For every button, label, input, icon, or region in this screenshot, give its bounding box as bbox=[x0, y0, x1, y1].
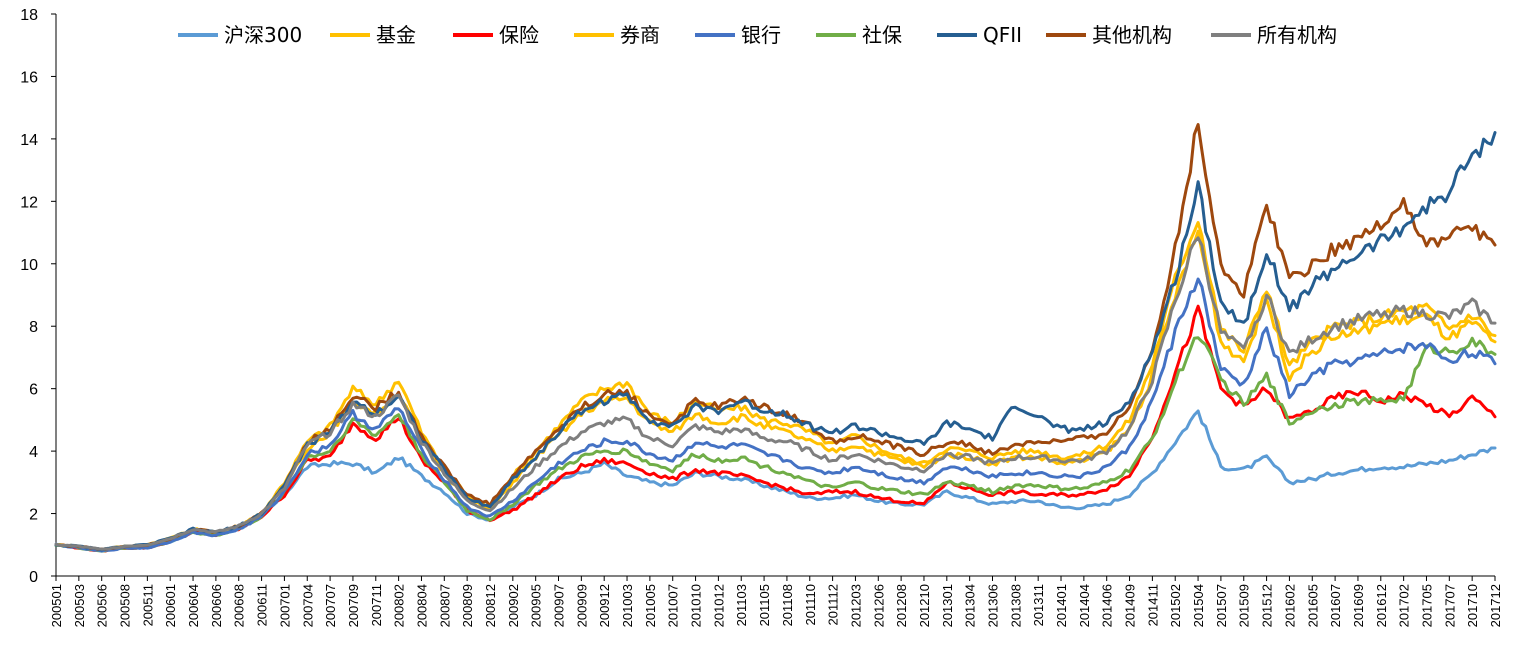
x-tick-label: 200711 bbox=[369, 584, 384, 626]
y-tick-label: 8 bbox=[29, 319, 38, 336]
legend-label: 社保 bbox=[862, 23, 902, 47]
legend-label: 所有机构 bbox=[1257, 23, 1337, 47]
series-line-1 bbox=[54, 221, 1497, 552]
x-tick-label: 200907 bbox=[552, 584, 567, 627]
x-tick-label: 200902 bbox=[506, 584, 521, 627]
x-tick-label: 201512 bbox=[1260, 584, 1275, 627]
series-line-2 bbox=[54, 304, 1497, 553]
x-tick-label: 200501 bbox=[49, 584, 64, 627]
x-tick-label: 200503 bbox=[72, 584, 87, 627]
x-tick-label: 201406 bbox=[1100, 584, 1115, 627]
x-tick-label: 200511 bbox=[140, 584, 155, 626]
y-tick-label: 6 bbox=[29, 382, 38, 399]
x-tick-label: 201602 bbox=[1282, 584, 1297, 627]
x-tick-label: 200601 bbox=[163, 584, 178, 627]
x-tick-label: 200909 bbox=[574, 584, 589, 627]
x-tick-label: 201607 bbox=[1328, 584, 1343, 627]
y-tick-label: 2 bbox=[29, 507, 38, 524]
x-tick-label: 201210 bbox=[917, 584, 932, 627]
series-line-4 bbox=[54, 277, 1497, 553]
x-tick-label: 201208 bbox=[894, 584, 909, 627]
legend-label: 券商 bbox=[620, 23, 660, 47]
x-tick-label: 201404 bbox=[1077, 584, 1092, 627]
x-tick-label: 201110 bbox=[803, 584, 818, 625]
legend-label: 保险 bbox=[499, 23, 539, 47]
x-tick-label: 201112 bbox=[826, 584, 841, 625]
x-tick-label: 200704 bbox=[300, 584, 315, 627]
x-tick-label: 201502 bbox=[1168, 584, 1183, 627]
x-tick-label: 201203 bbox=[848, 584, 863, 627]
x-tick-label: 200611 bbox=[255, 584, 270, 626]
x-tick-label: 200802 bbox=[392, 584, 407, 627]
x-tick-label: 201012 bbox=[711, 584, 726, 627]
x-tick-label: 201108 bbox=[780, 584, 795, 626]
x-tick-label: 200709 bbox=[346, 584, 361, 627]
x-tick-label: 200604 bbox=[186, 584, 201, 627]
x-tick-label: 201609 bbox=[1351, 584, 1366, 627]
x-tick-label: 201504 bbox=[1191, 584, 1206, 627]
x-tick-label: 200606 bbox=[209, 584, 224, 627]
y-tick-label: 10 bbox=[20, 257, 38, 274]
x-tick-label: 201003 bbox=[620, 584, 635, 627]
x-tick-label: 201712 bbox=[1488, 584, 1503, 627]
x-tick-label: 200707 bbox=[323, 584, 338, 627]
legend: 沪深300 基金 保险 券商 银行 社保 QFII 其他机构 所有机构 bbox=[178, 23, 1337, 47]
x-tick-label: 201103 bbox=[734, 584, 749, 626]
x-tick-label: 201005 bbox=[643, 584, 658, 627]
x-tick-label: 201612 bbox=[1374, 584, 1389, 627]
y-tick-label: 18 bbox=[20, 7, 38, 24]
x-tick-label: 201710 bbox=[1465, 584, 1480, 627]
y-tick-label: 16 bbox=[20, 69, 38, 86]
legend-label: 银行 bbox=[741, 23, 781, 47]
legend-label: 其他机构 bbox=[1092, 23, 1172, 47]
x-tick-label: 200508 bbox=[118, 584, 133, 627]
x-tick-label: 201301 bbox=[940, 584, 955, 627]
y-tick-label: 0 bbox=[29, 569, 38, 586]
x-tick-label: 201605 bbox=[1305, 584, 1320, 627]
series-line-8 bbox=[54, 236, 1497, 551]
x-tick-label: 201707 bbox=[1442, 584, 1457, 627]
legend-label: 基金 bbox=[376, 23, 416, 47]
x-tick-label: 201308 bbox=[1008, 584, 1023, 627]
x-tick-label: 201007 bbox=[666, 584, 681, 627]
x-axis: 200501 200503 200506 200508 200511 200601 2006… bbox=[49, 575, 1503, 627]
x-tick-label: 201311 bbox=[1031, 584, 1046, 626]
x-tick-label: 200912 bbox=[597, 584, 612, 627]
x-tick-label: 200809 bbox=[460, 584, 475, 627]
x-tick-label: 201702 bbox=[1397, 584, 1412, 627]
series-layer bbox=[54, 123, 1497, 553]
x-tick-label: 201401 bbox=[1054, 584, 1069, 627]
x-tick-label: 201411 bbox=[1145, 584, 1160, 626]
x-tick-label: 201705 bbox=[1419, 584, 1434, 627]
y-axis: 0 2 4 6 8 10 12 14 16 18 bbox=[20, 7, 57, 586]
x-tick-label: 201206 bbox=[871, 584, 886, 627]
x-tick-label: 200905 bbox=[529, 584, 544, 627]
x-tick-label: 201409 bbox=[1123, 584, 1138, 627]
x-tick-label: 200807 bbox=[437, 584, 452, 627]
series-line-0 bbox=[54, 409, 1497, 553]
x-tick-label: 200701 bbox=[277, 584, 292, 627]
x-tick-label: 201304 bbox=[963, 584, 978, 627]
series-line-5 bbox=[54, 336, 1497, 553]
x-tick-label: 200812 bbox=[483, 584, 498, 627]
x-tick-label: 201306 bbox=[985, 584, 1000, 627]
x-tick-label: 201507 bbox=[1214, 584, 1229, 627]
x-tick-label: 201509 bbox=[1237, 584, 1252, 627]
y-tick-label: 14 bbox=[20, 132, 38, 149]
y-tick-label: 4 bbox=[29, 444, 38, 461]
x-tick-label: 200804 bbox=[414, 584, 429, 627]
legend-label: 沪深300 bbox=[224, 23, 302, 47]
x-tick-label: 200506 bbox=[95, 584, 110, 627]
legend-label: QFII bbox=[983, 23, 1022, 47]
x-tick-label: 201105 bbox=[757, 584, 772, 626]
y-tick-label: 12 bbox=[20, 194, 38, 211]
x-tick-label: 200608 bbox=[232, 584, 247, 627]
x-tick-label: 201010 bbox=[689, 584, 704, 627]
